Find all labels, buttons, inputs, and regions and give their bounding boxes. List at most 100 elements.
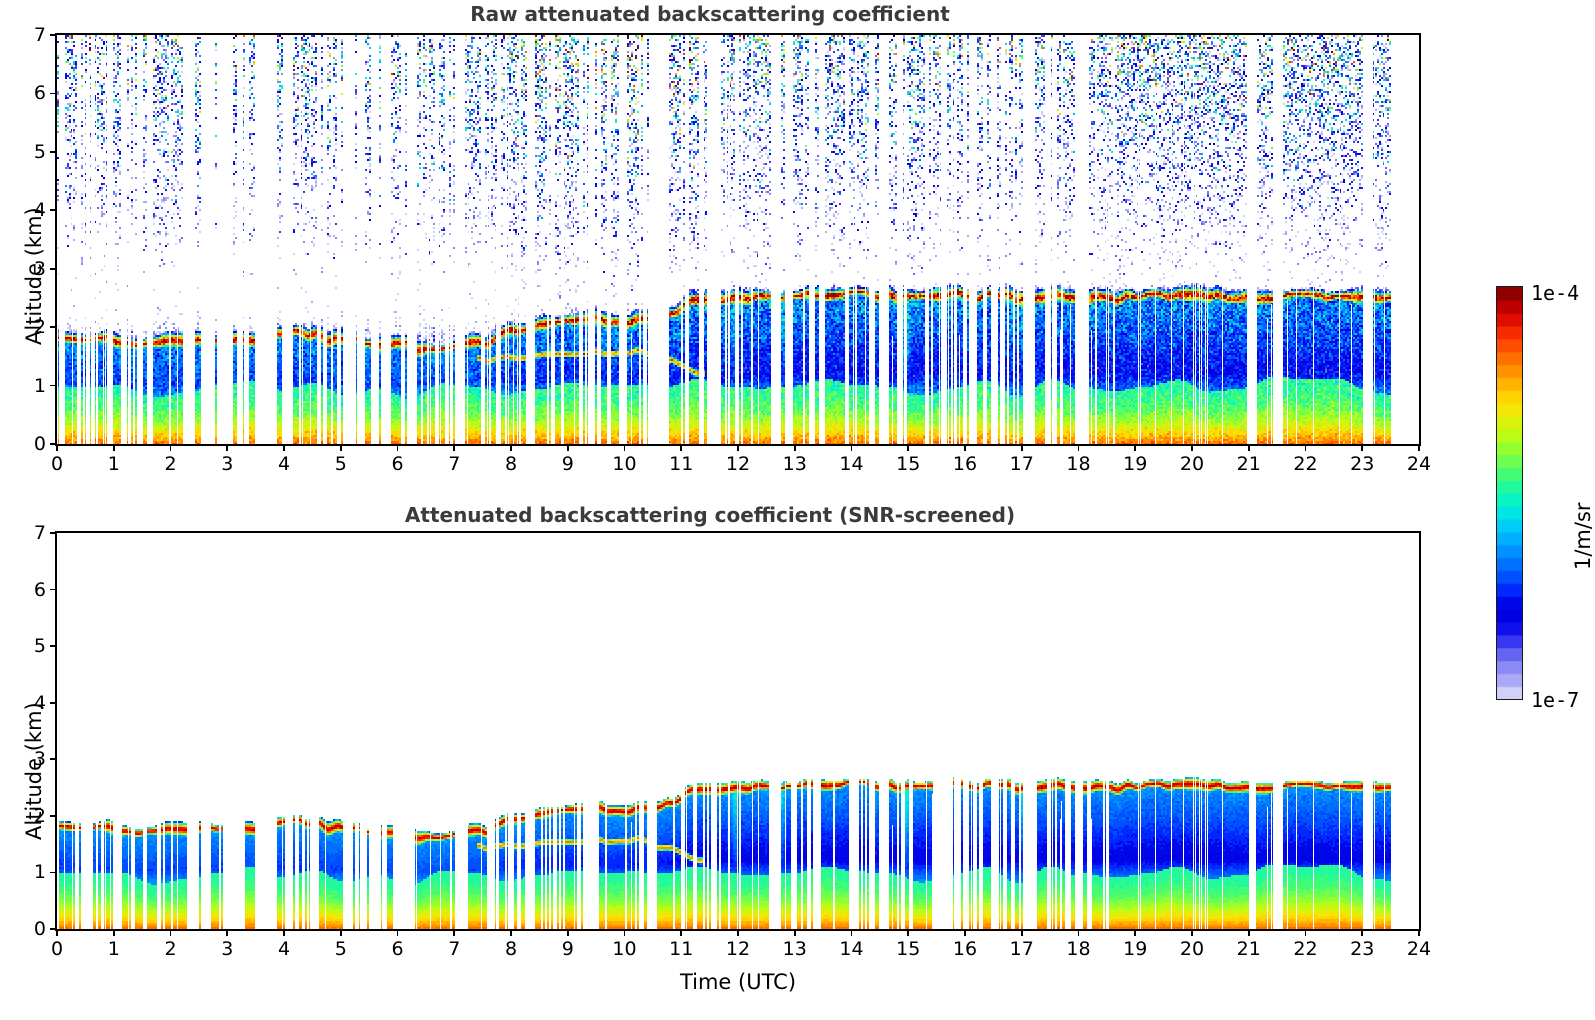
y-tick-label-top-0: 0	[33, 433, 46, 455]
x-tick-top-8	[510, 444, 512, 451]
x-tick-top-9	[566, 444, 569, 451]
x-tick-top-11	[680, 444, 683, 451]
x-tick-top-13	[793, 444, 796, 451]
y-tick-top-3	[50, 267, 57, 270]
x-tick-label-top-0: 0	[50, 453, 64, 475]
x-tick-top-5	[339, 444, 342, 451]
x-tick-label-top-10: 10	[612, 453, 637, 475]
x-tick-label-bottom-20: 20	[1179, 938, 1205, 960]
y-tick-top-2	[50, 326, 57, 328]
y-tick-top-7	[50, 34, 57, 36]
x-tick-top-17	[1020, 444, 1023, 451]
x-tick-label-bottom-5: 5	[334, 938, 347, 960]
x-tick-label-top-20: 20	[1179, 453, 1205, 475]
x-tick-label-top-15: 15	[896, 453, 921, 475]
x-tick-top-0	[56, 444, 58, 451]
plot-area-screened	[55, 531, 1421, 931]
x-tick-top-15	[907, 444, 910, 451]
x-tick-bottom-2	[169, 929, 172, 936]
y-tick-label-top-6: 6	[33, 82, 46, 105]
x-tick-label-top-14: 14	[839, 453, 864, 475]
x-tick-top-1	[112, 444, 115, 451]
y-tick-label-bottom-4: 4	[33, 691, 46, 714]
colorbar-min-label: 1e-7	[1531, 688, 1580, 712]
x-tick-bottom-11	[680, 929, 683, 936]
x-tick-label-top-12: 12	[725, 453, 751, 475]
x-tick-bottom-24	[1418, 929, 1420, 936]
x-tick-label-top-6: 6	[391, 453, 404, 475]
x-tick-label-top-3: 3	[221, 453, 234, 475]
x-tick-label-bottom-18: 18	[1066, 938, 1091, 960]
x-tick-top-4	[283, 444, 285, 451]
colorbar-unit-label: 1/m/sr	[1571, 502, 1595, 570]
y-tick-bottom-7	[50, 532, 57, 534]
x-tick-label-top-2: 2	[164, 453, 177, 475]
x-tick-label-top-23: 23	[1350, 453, 1375, 475]
x-tick-label-bottom-4: 4	[277, 938, 291, 960]
x-tick-top-2	[169, 444, 172, 451]
x-tick-bottom-20	[1191, 929, 1193, 936]
x-tick-bottom-8	[510, 929, 512, 936]
x-tick-bottom-22	[1304, 929, 1307, 936]
x-tick-top-19	[1134, 444, 1137, 451]
y-tick-bottom-1	[50, 871, 57, 874]
x-tick-label-top-7: 7	[448, 453, 461, 475]
x-tick-label-bottom-10: 10	[612, 938, 637, 960]
x-tick-top-10	[623, 444, 626, 451]
x-tick-label-bottom-7: 7	[448, 938, 461, 960]
x-tick-label-top-13: 13	[782, 453, 807, 475]
y-tick-label-top-5: 5	[33, 140, 46, 163]
y-tick-bottom-5	[50, 645, 57, 647]
x-tick-label-top-1: 1	[107, 453, 120, 475]
x-tick-bottom-12	[737, 929, 739, 936]
y-tick-bottom-6	[50, 588, 57, 591]
x-tick-label-bottom-0: 0	[50, 938, 64, 960]
y-tick-bottom-3	[50, 758, 57, 761]
x-tick-label-bottom-12: 12	[725, 938, 751, 960]
colorbar	[1496, 286, 1523, 700]
x-tick-bottom-1	[112, 929, 115, 936]
x-tick-bottom-14	[850, 929, 853, 936]
x-tick-top-18	[1077, 444, 1080, 451]
x-tick-bottom-7	[453, 929, 456, 936]
x-tick-bottom-4	[283, 929, 285, 936]
x-tick-bottom-21	[1247, 929, 1250, 936]
x-tick-bottom-5	[339, 929, 342, 936]
x-tick-label-top-11: 11	[669, 453, 694, 475]
y-tick-bottom-2	[50, 815, 57, 817]
x-tick-top-7	[453, 444, 456, 451]
y-tick-top-5	[50, 151, 57, 153]
x-tick-label-top-17: 17	[1009, 453, 1034, 475]
y-tick-label-top-3: 3	[33, 257, 46, 280]
x-tick-label-bottom-23: 23	[1350, 938, 1375, 960]
x-tick-label-bottom-22: 22	[1293, 938, 1318, 960]
x-tick-top-16	[964, 444, 966, 451]
x-tick-bottom-19	[1134, 929, 1137, 936]
x-tick-label-top-19: 19	[1123, 453, 1148, 475]
heatmap-raw	[57, 35, 1419, 444]
y-tick-bottom-4	[50, 701, 57, 704]
y-tick-label-bottom-2: 2	[33, 804, 46, 827]
x-tick-label-top-16: 16	[952, 453, 978, 475]
x-tick-bottom-13	[793, 929, 796, 936]
x-tick-label-bottom-3: 3	[221, 938, 234, 960]
x-tick-label-bottom-16: 16	[952, 938, 978, 960]
x-tick-top-22	[1304, 444, 1307, 451]
x-tick-bottom-6	[396, 929, 399, 936]
y-tick-label-bottom-7: 7	[33, 522, 46, 544]
x-tick-label-bottom-14: 14	[839, 938, 864, 960]
y-tick-label-bottom-0: 0	[33, 918, 46, 940]
x-tick-top-14	[850, 444, 853, 451]
x-tick-label-bottom-2: 2	[164, 938, 177, 960]
y-tick-label-top-4: 4	[33, 199, 46, 222]
y-tick-label-bottom-6: 6	[33, 578, 46, 601]
x-tick-top-6	[396, 444, 399, 451]
x-tick-bottom-0	[56, 929, 58, 936]
heatmap-screened	[57, 533, 1419, 929]
y-tick-label-bottom-1: 1	[33, 861, 46, 884]
x-tick-top-21	[1247, 444, 1250, 451]
colorbar-max-label: 1e-4	[1531, 281, 1580, 305]
y-tick-top-6	[50, 92, 57, 95]
x-tick-label-top-8: 8	[504, 453, 518, 475]
